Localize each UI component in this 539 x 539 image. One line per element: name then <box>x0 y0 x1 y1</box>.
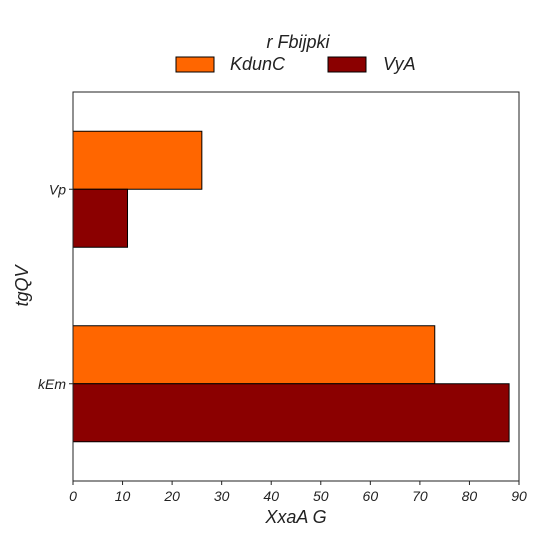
bar-kdunc-kem <box>73 326 435 384</box>
legend-title: r Fbijpki <box>266 32 330 52</box>
legend-swatch-kdunc <box>176 57 214 72</box>
legend-swatch-vya <box>328 57 366 72</box>
y-tick-label: kEm <box>38 376 66 392</box>
legend-label-vya: VyA <box>383 54 416 74</box>
legend-label-kdunc: KdunC <box>230 54 286 74</box>
x-tick-label: 10 <box>115 488 131 504</box>
legend: r Fbijpki KdunC VyA <box>176 32 416 74</box>
x-tick-label: 80 <box>462 488 478 504</box>
x-axis-label: XxaA G <box>264 507 326 527</box>
y-axis-ticks: Vp kEm <box>38 181 73 392</box>
y-axis-label: tgQV <box>12 264 32 307</box>
x-tick-label: 70 <box>412 488 428 504</box>
x-tick-label: 30 <box>214 488 230 504</box>
x-tick-label: 0 <box>69 488 77 504</box>
bar-vya-kem <box>73 384 509 442</box>
bar-kdunc-vp <box>73 131 202 189</box>
y-tick-label: Vp <box>49 181 66 197</box>
bar-vya-vp <box>73 189 128 247</box>
x-tick-label: 20 <box>163 488 180 504</box>
bars-group <box>73 131 509 442</box>
x-tick-label: 50 <box>313 488 329 504</box>
x-tick-label: 60 <box>363 488 379 504</box>
x-tick-label: 90 <box>511 488 527 504</box>
x-tick-label: 40 <box>263 488 279 504</box>
x-axis-ticks: 0 10 20 30 40 50 60 70 80 90 <box>69 481 527 504</box>
